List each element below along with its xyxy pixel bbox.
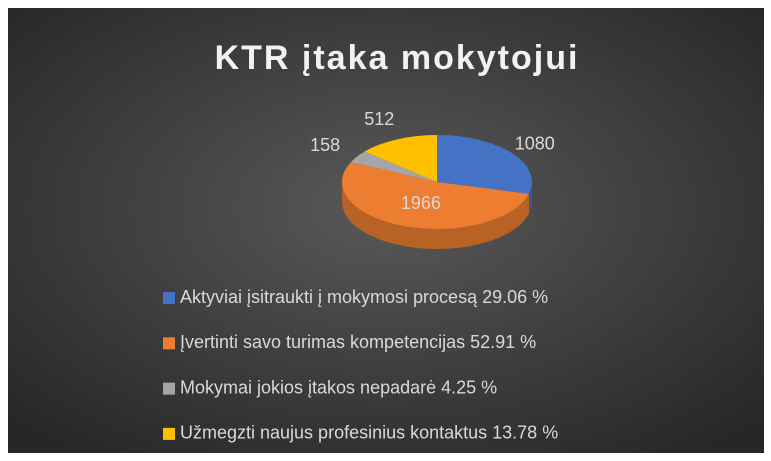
- chart-title: KTR įtaka mokytojui: [215, 39, 580, 77]
- data-label: 512: [364, 109, 394, 129]
- data-label: 1080: [515, 133, 555, 153]
- slice: [350, 151, 437, 182]
- legend-label: Mokymai jokios įtakos nepadarė 4.25 %: [180, 377, 497, 397]
- slice: [342, 162, 529, 229]
- legend-label: Užmegzti naujus profesinius kontaktus 13…: [180, 423, 558, 443]
- slice-side: [528, 182, 532, 214]
- slice: [437, 135, 532, 194]
- legend-label: Aktyviai įsitraukti į mokymosi procesą 2…: [180, 287, 548, 307]
- data-label: 1966: [401, 193, 441, 213]
- legend-swatch: [163, 292, 175, 304]
- data-label: 158: [310, 135, 340, 155]
- legend-swatch: [163, 382, 175, 395]
- slice-side: [342, 182, 529, 249]
- legend-swatch: [163, 337, 175, 350]
- legend-label: Įvertinti savo turimas kompetencijas 52.…: [180, 332, 536, 352]
- legend-swatch: [163, 427, 175, 440]
- slice: [364, 135, 437, 182]
